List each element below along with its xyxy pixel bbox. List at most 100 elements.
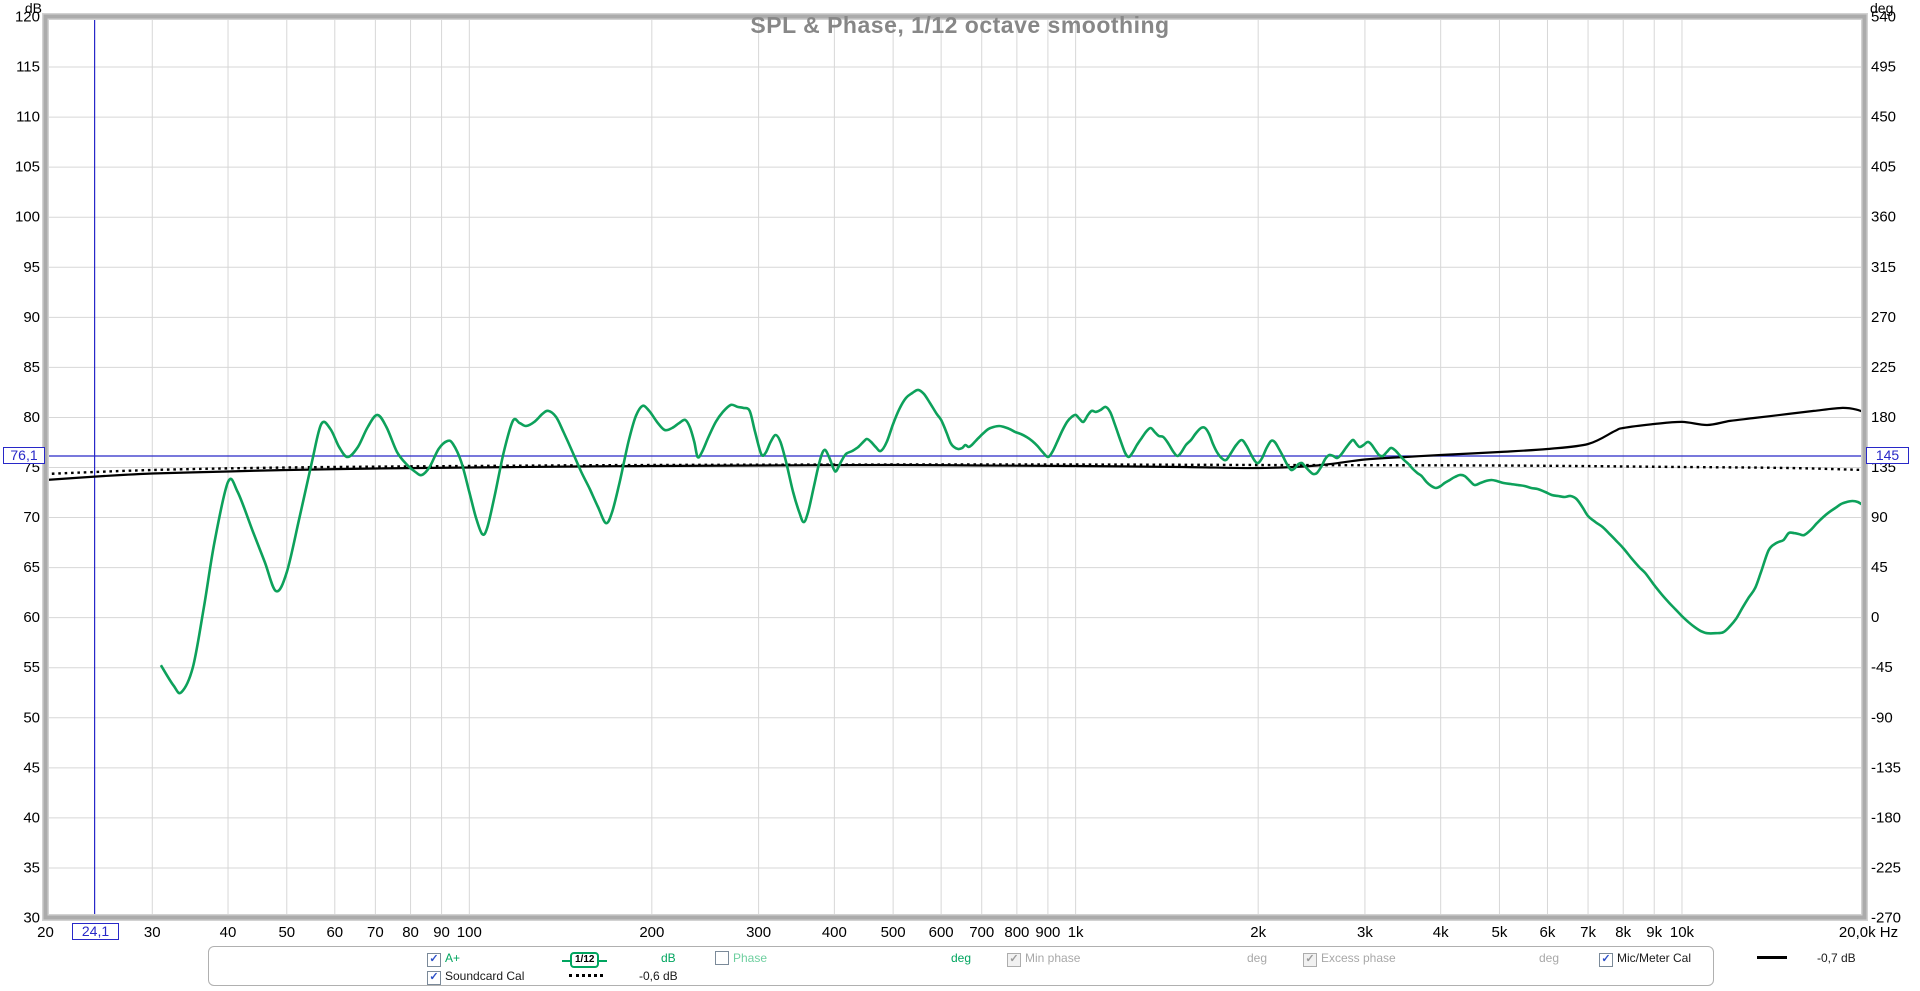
svg-text:60: 60 [23, 609, 40, 626]
soundcard-cal-value: -0,6 dB [639, 969, 678, 983]
svg-text:20,0k Hz: 20,0k Hz [1839, 924, 1898, 941]
mic-meter-cal-checkbox[interactable]: ✓ [1599, 950, 1613, 967]
svg-text:450: 450 [1871, 109, 1896, 126]
svg-text:50: 50 [23, 709, 40, 726]
svg-text:700: 700 [969, 924, 994, 941]
soundcard-cal-swatch [569, 968, 603, 984]
soundcard-cal-checkbox-box[interactable]: ✓ [427, 971, 441, 985]
phase-checkbox-box[interactable] [715, 951, 729, 965]
svg-text:115: 115 [16, 59, 40, 76]
spl-phase-chart: 1201151101051009590858075706560555045403… [15, 9, 1901, 942]
svg-text:-135: -135 [1871, 759, 1901, 776]
svg-text:70: 70 [367, 924, 384, 941]
svg-text:2k: 2k [1250, 924, 1266, 941]
svg-text:9k: 9k [1646, 924, 1662, 941]
a-plus-label: A+ [445, 951, 461, 965]
svg-text:85: 85 [23, 359, 40, 376]
svg-text:4k: 4k [1433, 924, 1449, 941]
svg-text:-45: -45 [1871, 659, 1893, 676]
svg-text:270: 270 [1871, 309, 1896, 326]
svg-text:10k: 10k [1670, 924, 1695, 941]
axis-tick-labels: 1201151101051009590858075706560555045403… [15, 9, 1901, 942]
svg-text:60: 60 [326, 924, 343, 941]
series-spl-measurement [159, 388, 1865, 695]
svg-text:225: 225 [1871, 359, 1896, 376]
svg-text:65: 65 [23, 559, 40, 576]
svg-text:80: 80 [402, 924, 419, 941]
svg-text:40: 40 [23, 809, 40, 826]
crosshair-db-readout: 76,1 [3, 447, 45, 464]
svg-text:3k: 3k [1357, 924, 1373, 941]
svg-text:-180: -180 [1871, 809, 1901, 826]
mic-meter-cal-swatch-line [1757, 956, 1787, 959]
svg-text:1k: 1k [1068, 924, 1084, 941]
svg-text:900: 900 [1035, 924, 1060, 941]
plot-border [43, 14, 1867, 920]
svg-text:110: 110 [16, 109, 40, 126]
svg-text:95: 95 [23, 259, 40, 276]
svg-text:100: 100 [457, 924, 482, 941]
svg-text:35: 35 [23, 859, 40, 876]
svg-text:50: 50 [278, 924, 295, 941]
svg-text:70: 70 [23, 509, 40, 526]
svg-text:495: 495 [1871, 59, 1896, 76]
svg-text:540: 540 [1871, 9, 1896, 26]
excess-phase-checkbox[interactable]: ✓ [1303, 950, 1317, 967]
mic-meter-cal-checkbox-box[interactable]: ✓ [1599, 953, 1613, 967]
min-phase-checkbox[interactable]: ✓ [1007, 950, 1021, 967]
min-phase-unit: deg [1247, 951, 1268, 965]
legend-bar: ✓ A+ 1/12 dB Phase deg ✓ Min phase deg ✓ Excess ph… [208, 946, 1856, 986]
svg-text:0: 0 [1871, 609, 1879, 626]
svg-text:30: 30 [23, 910, 40, 927]
excess-phase-label: Excess phase [1321, 951, 1396, 965]
svg-text:5k: 5k [1492, 924, 1508, 941]
mic-meter-cal-value: -0,7 dB [1817, 951, 1856, 965]
min-phase-checkbox-box[interactable]: ✓ [1007, 953, 1021, 967]
svg-text:7k: 7k [1580, 924, 1596, 941]
excess-phase-checkbox-box[interactable]: ✓ [1303, 953, 1317, 967]
svg-text:45: 45 [23, 759, 40, 776]
svg-text:105: 105 [15, 159, 40, 176]
crosshair-freq-readout: 24,1 [72, 923, 119, 940]
mic-meter-cal-label: Mic/Meter Cal [1617, 951, 1692, 965]
svg-text:45: 45 [1871, 559, 1888, 576]
a-plus-checkbox[interactable]: ✓ [427, 950, 441, 967]
left-axis-unit: dB [24, 0, 42, 16]
series-mic-meter-cal [45, 406, 1865, 482]
soundcard-cal-swatch-line [569, 974, 603, 977]
soundcard-cal-checkbox[interactable]: ✓ [427, 968, 441, 985]
phase-unit: deg [951, 951, 972, 965]
svg-text:8k: 8k [1615, 924, 1631, 941]
svg-text:20: 20 [37, 924, 54, 941]
svg-text:360: 360 [1871, 209, 1896, 226]
svg-text:30: 30 [144, 924, 161, 941]
svg-text:405: 405 [1871, 159, 1896, 176]
svg-text:315: 315 [1871, 259, 1896, 276]
svg-text:6k: 6k [1540, 924, 1556, 941]
svg-text:40: 40 [220, 924, 237, 941]
svg-text:800: 800 [1004, 924, 1029, 941]
svg-text:100: 100 [15, 209, 40, 226]
smoothing-fraction[interactable]: 1/12 [561, 952, 609, 968]
svg-text:90: 90 [1871, 509, 1888, 526]
svg-text:-225: -225 [1871, 859, 1901, 876]
right-axis-unit: deg [1870, 0, 1894, 16]
mic-meter-cal-swatch [1757, 950, 1787, 966]
svg-text:90: 90 [23, 309, 40, 326]
svg-text:200: 200 [639, 924, 664, 941]
svg-text:600: 600 [929, 924, 954, 941]
smoothing-badge[interactable]: 1/12 [561, 950, 609, 968]
svg-text:80: 80 [23, 409, 40, 426]
phase-checkbox[interactable] [715, 950, 729, 966]
svg-text:180: 180 [1871, 409, 1896, 426]
crosshair-deg-readout: 145 [1866, 447, 1909, 464]
svg-text:55: 55 [23, 659, 40, 676]
min-phase-label: Min phase [1025, 951, 1081, 965]
svg-text:120: 120 [15, 9, 40, 26]
a-plus-checkbox-box[interactable]: ✓ [427, 953, 441, 967]
chart-title: SPL & Phase, 1/12 octave smoothing [750, 12, 1170, 38]
svg-text:400: 400 [822, 924, 847, 941]
excess-phase-unit: deg [1539, 951, 1560, 965]
svg-text:-90: -90 [1871, 709, 1893, 726]
